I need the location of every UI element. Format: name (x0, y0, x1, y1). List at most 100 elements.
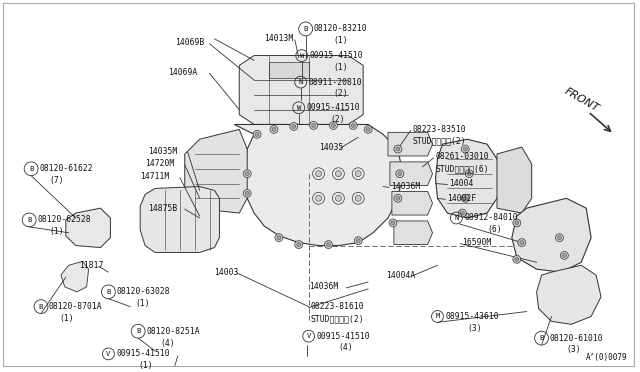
Circle shape (272, 128, 276, 131)
Circle shape (355, 171, 361, 177)
Circle shape (366, 128, 370, 131)
Text: 08120-8251A: 08120-8251A (146, 327, 200, 336)
Circle shape (335, 195, 341, 201)
Text: STUDスタッド(2): STUDスタッド(2) (413, 137, 467, 146)
Text: (1): (1) (333, 63, 348, 72)
Circle shape (396, 196, 400, 200)
Polygon shape (512, 198, 591, 272)
Polygon shape (497, 147, 532, 213)
Text: (7): (7) (49, 176, 63, 185)
Polygon shape (536, 265, 601, 324)
Circle shape (355, 195, 361, 201)
Text: (1): (1) (333, 36, 348, 45)
Circle shape (316, 171, 321, 177)
Circle shape (461, 194, 469, 202)
Circle shape (364, 125, 372, 133)
Text: STUDスタッド(2): STUDスタッド(2) (310, 314, 364, 323)
Text: (1): (1) (138, 361, 153, 370)
Circle shape (335, 171, 341, 177)
Text: 08120-8701A: 08120-8701A (49, 302, 102, 311)
Text: B: B (29, 166, 33, 172)
Text: 14013M: 14013M (264, 34, 293, 43)
Text: 08120-63028: 08120-63028 (116, 287, 170, 296)
Circle shape (316, 195, 321, 201)
Circle shape (513, 256, 521, 263)
Text: 11817: 11817 (79, 261, 103, 270)
Circle shape (330, 122, 337, 129)
Circle shape (310, 122, 317, 129)
Circle shape (326, 243, 330, 247)
Circle shape (458, 209, 467, 217)
Circle shape (245, 192, 249, 195)
Text: STUDスタッド(6): STUDスタッド(6) (436, 164, 489, 173)
Text: (4): (4) (339, 343, 353, 352)
Text: B: B (27, 217, 31, 223)
Circle shape (396, 147, 400, 151)
Circle shape (275, 234, 283, 242)
Text: B: B (136, 328, 140, 334)
Circle shape (255, 132, 259, 136)
Text: (2): (2) (330, 115, 345, 124)
Text: (1): (1) (59, 314, 74, 323)
Text: 00915-41510: 00915-41510 (307, 103, 360, 112)
Text: V: V (106, 351, 111, 357)
Text: N: N (454, 215, 458, 221)
Circle shape (394, 194, 402, 202)
Polygon shape (394, 221, 433, 244)
Text: 14003: 14003 (214, 267, 239, 277)
Text: B: B (106, 289, 111, 295)
Circle shape (463, 147, 467, 151)
Circle shape (295, 241, 303, 248)
Polygon shape (61, 261, 88, 292)
Circle shape (396, 170, 404, 177)
Text: 16590M: 16590M (462, 238, 492, 247)
Circle shape (253, 130, 261, 138)
Text: 14004A: 14004A (386, 270, 415, 280)
Text: (2): (2) (333, 89, 348, 99)
Circle shape (245, 172, 249, 176)
Circle shape (515, 257, 519, 261)
Circle shape (391, 221, 395, 225)
Circle shape (292, 125, 296, 128)
Text: 14720M: 14720M (145, 159, 174, 169)
Text: 08223-81610: 08223-81610 (310, 302, 364, 311)
Circle shape (465, 170, 473, 177)
Circle shape (520, 241, 524, 244)
Text: (1): (1) (49, 227, 63, 236)
Text: A’(0)0079: A’(0)0079 (586, 353, 628, 362)
Text: 14069B: 14069B (175, 38, 204, 47)
Polygon shape (436, 139, 502, 218)
Circle shape (556, 234, 563, 242)
Text: 14036M: 14036M (391, 182, 420, 191)
Text: 08261-03010: 08261-03010 (436, 153, 489, 161)
Circle shape (561, 251, 568, 259)
Polygon shape (390, 162, 433, 186)
Text: 08120-62528: 08120-62528 (37, 215, 91, 224)
Text: N: N (298, 79, 303, 85)
Circle shape (351, 124, 355, 128)
Text: (6): (6) (487, 225, 502, 234)
Polygon shape (185, 129, 247, 213)
Text: 08223-83510: 08223-83510 (413, 125, 467, 134)
Text: B: B (303, 26, 308, 32)
Text: (1): (1) (135, 299, 150, 308)
Circle shape (557, 236, 561, 240)
Text: 08911-20810: 08911-20810 (308, 78, 362, 87)
Polygon shape (388, 132, 433, 156)
Circle shape (563, 253, 566, 257)
Text: 14711M: 14711M (140, 172, 170, 181)
Circle shape (463, 196, 467, 200)
Circle shape (513, 219, 521, 227)
Circle shape (290, 122, 298, 130)
Circle shape (461, 145, 469, 153)
Text: 00915-41510: 00915-41510 (310, 51, 364, 60)
Circle shape (356, 239, 360, 243)
Circle shape (460, 211, 464, 215)
Circle shape (394, 145, 402, 153)
Circle shape (349, 122, 357, 129)
Polygon shape (239, 55, 363, 125)
Text: 14875B: 14875B (148, 203, 177, 213)
Text: M: M (435, 314, 440, 320)
Polygon shape (66, 208, 111, 247)
Circle shape (389, 219, 397, 227)
